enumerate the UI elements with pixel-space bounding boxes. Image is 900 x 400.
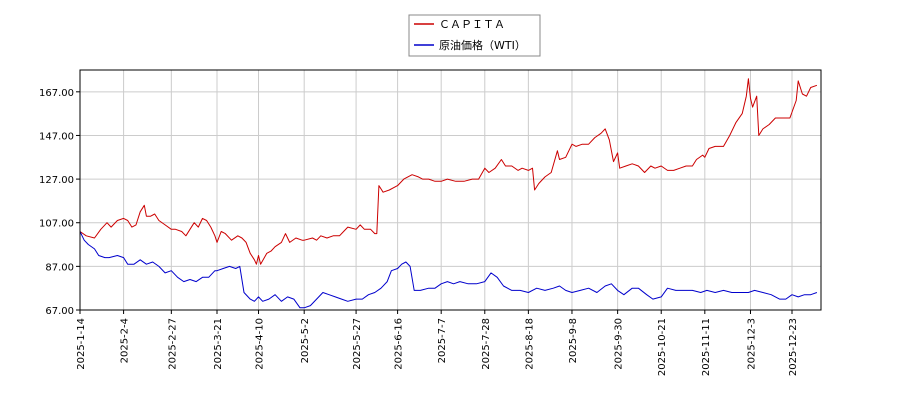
y-axis: 67.00 87.00 107.00 127.00 147.00 167.00: [39, 88, 80, 317]
x-tick-label: 2025-7-7: [437, 318, 448, 363]
x-tick-label: 2025-6-16: [394, 318, 405, 370]
x-tick-label: 2025-7-28: [481, 318, 492, 370]
y-tick-label: 167.00: [39, 88, 74, 99]
x-tick-label: 2025-12-3: [746, 318, 757, 370]
x-tick-label: 2025-10-21: [657, 318, 668, 376]
series-lines: [79, 78, 818, 309]
y-tick-label: 127.00: [39, 175, 74, 186]
x-tick-label: 2025-1-14: [76, 318, 87, 370]
x-tick-label: 2025-11-11: [701, 318, 712, 376]
grid: [80, 70, 821, 310]
y-tick-label: 147.00: [39, 131, 74, 142]
x-tick-label: 2025-4-10: [255, 318, 266, 370]
legend-label-capita: ＣＡＰＩＴＡ: [439, 18, 505, 31]
y-tick-label: 67.00: [45, 306, 74, 317]
x-tick-label: 2025-5-27: [352, 318, 363, 370]
x-tick-label: 2025-5-2: [300, 318, 311, 363]
x-tick-label: 2025-9-30: [614, 318, 625, 370]
y-tick-label: 107.00: [39, 219, 74, 230]
x-tick-label: 2025-3-21: [213, 318, 224, 370]
x-axis: 2025-1-14 2025-2-4 2025-2-27 2025-3-21 2025-…: [76, 310, 799, 376]
series-line-wti: [79, 231, 818, 309]
series-line-capita: [79, 78, 818, 265]
x-tick-label: 2025-9-8: [568, 318, 579, 363]
plot-frame: [79, 69, 822, 311]
x-tick-label: 2025-12-23: [788, 318, 799, 376]
x-tick-label: 2025-2-27: [167, 318, 178, 370]
legend-box: [408, 14, 541, 57]
legend: ＣＡＰＩＴＡ 原油価格（WTI）: [408, 14, 541, 57]
x-tick-label: 2025-2-4: [120, 318, 131, 363]
x-tick-label: 2025-8-18: [524, 318, 535, 370]
y-tick-label: 87.00: [45, 262, 74, 273]
legend-label-wti: 原油価格（WTI）: [439, 38, 526, 52]
